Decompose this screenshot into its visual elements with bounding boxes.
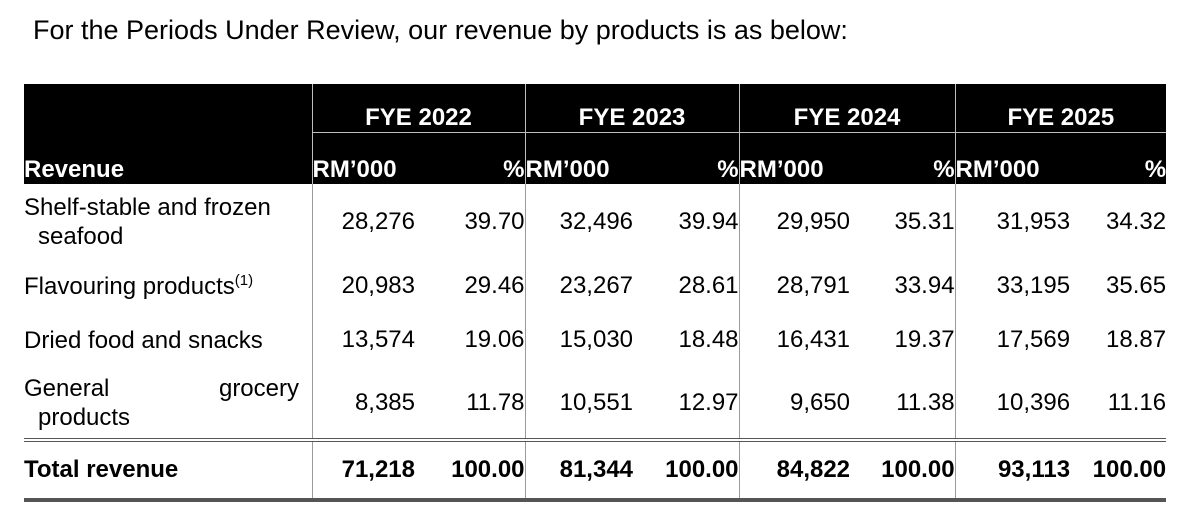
percent-cell: 34.32	[1106, 208, 1167, 235]
row-label-text: Shelf-stable and frozen	[24, 194, 271, 221]
total-amount-cell: 81,344	[524, 438, 634, 502]
amount-cell: 28,276	[311, 184, 415, 260]
amount-cell: 16,431	[738, 312, 851, 368]
footnote-marker: (1)	[234, 271, 254, 289]
total-label: Total revenue	[24, 438, 312, 502]
amount-cell: 32,496	[524, 184, 634, 260]
revenue-table: FYE 2022 FYE 2023 FYE 2024 FYE 2025 Reve…	[24, 84, 1167, 502]
amount-cell: 20,983	[311, 260, 415, 312]
table-row: Flavouring products(1) 20,983 29.46 23,2…	[24, 260, 1166, 312]
total-percent-cell: 100.00	[850, 438, 956, 502]
intro-text: For the Periods Under Review, our revenu…	[33, 15, 848, 45]
amount-cell: 15,030	[524, 312, 634, 368]
total-amount-cell: 84,822	[738, 438, 851, 502]
row-label-text: General	[24, 375, 110, 402]
row-label: Dried food and snacks	[24, 326, 263, 354]
percent-cell: 11.38	[896, 389, 955, 416]
row-label: General grocery products	[24, 368, 312, 440]
total-percent-cell: 100.00	[633, 438, 740, 502]
row-label-text: Flavouring products	[24, 272, 235, 300]
row-label-text: grocery	[218, 375, 299, 402]
total-row: Total revenue 71,218 100.00 81,344 100.0…	[24, 438, 1167, 502]
table-row: Dried food and snacks 13,574 19.06 15,03…	[24, 312, 1166, 368]
column-header-row: Revenue RM’000 % RM’000 % RM’000 % RM’00…	[24, 132, 1167, 184]
amount-cell: 31,953	[954, 184, 1071, 260]
amount-cell: 29,950	[738, 184, 851, 260]
percent-column-header: %	[1070, 132, 1167, 184]
percent-cell: 35.65	[1106, 272, 1167, 299]
percent-cell: 19.06	[464, 326, 525, 353]
amount-column-header: RM’000	[311, 132, 415, 184]
amount-cell: 8,385	[311, 368, 415, 440]
amount-cell: 10,396	[954, 368, 1071, 440]
amount-column-header: RM’000	[738, 132, 851, 184]
percent-column-header: %	[415, 132, 526, 184]
year-header-fye-2025: FYE 2025	[954, 84, 1167, 133]
percent-cell: 18.48	[678, 326, 739, 353]
year-header-row: FYE 2022 FYE 2023 FYE 2024 FYE 2025	[24, 84, 1167, 133]
table-row: General grocery products 8,385 11.78 10,5…	[24, 368, 1166, 440]
percent-column-header: %	[850, 132, 956, 184]
row-label-text: seafood	[38, 223, 124, 250]
amount-cell: 23,267	[524, 260, 634, 312]
row-label-text: products	[38, 404, 131, 431]
amount-column-header: RM’000	[524, 132, 634, 184]
amount-column-header: RM’000	[954, 132, 1071, 184]
total-percent-cell: 100.00	[415, 438, 526, 502]
percent-cell: 35.31	[894, 208, 955, 235]
row-label: Flavouring products(1)	[24, 260, 312, 312]
percent-cell: 39.70	[464, 208, 525, 235]
amount-cell: 28,791	[738, 260, 851, 312]
amount-cell: 33,195	[954, 260, 1071, 312]
amount-cell: 17,569	[954, 312, 1071, 368]
percent-cell: 11.16	[1107, 389, 1167, 416]
percent-column-header: %	[633, 132, 740, 184]
amount-cell: 13,574	[311, 312, 415, 368]
total-amount-cell: 71,218	[311, 438, 415, 502]
percent-cell: 33.94	[894, 272, 955, 299]
percent-cell: 19.37	[894, 326, 955, 353]
amount-cell: 10,551	[524, 368, 634, 440]
percent-cell: 18.87	[1106, 326, 1167, 353]
year-header-fye-2023: FYE 2023	[524, 84, 740, 133]
amount-cell: 9,650	[738, 368, 851, 440]
percent-cell: 11.78	[466, 389, 525, 416]
total-amount-cell: 93,113	[954, 438, 1071, 502]
percent-cell: 29.46	[464, 272, 525, 299]
total-percent-cell: 100.00	[1070, 438, 1167, 502]
percent-cell: 12.97	[678, 389, 739, 416]
row-label: Shelf-stable and frozen seafood	[24, 184, 312, 260]
year-header-fye-2022: FYE 2022	[311, 84, 526, 133]
table-row: Shelf-stable and frozen seafood 28,276 3…	[24, 184, 1166, 260]
year-header-fye-2024: FYE 2024	[738, 84, 956, 133]
revenue-column-header: Revenue	[24, 132, 312, 184]
header-blank-cell	[24, 84, 312, 132]
percent-cell: 28.61	[678, 272, 739, 299]
percent-cell: 39.94	[678, 208, 739, 235]
